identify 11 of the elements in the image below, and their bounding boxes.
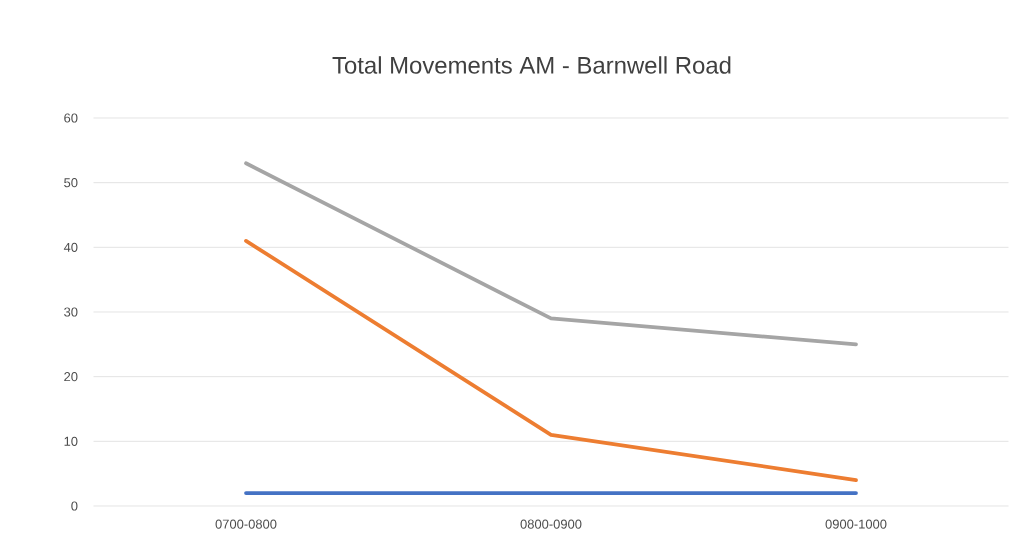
y-tick-label: 50 (64, 178, 78, 188)
y-tick-label: 40 (63, 242, 78, 252)
chart-title: Total Movements AM - Barnwell Road (332, 56, 731, 74)
y-tick-label: 60 (64, 113, 78, 123)
x-tick-label: 0900-1000 (825, 519, 887, 529)
y-tick-label: 10 (64, 436, 78, 446)
y-tick-label: 30 (64, 307, 78, 317)
x-tick-label: 0800-0900 (520, 519, 582, 529)
y-tick-label: 0 (71, 501, 78, 511)
y-tick-label: 20 (64, 372, 78, 382)
x-tick-label: 0700-0800 (215, 519, 277, 529)
